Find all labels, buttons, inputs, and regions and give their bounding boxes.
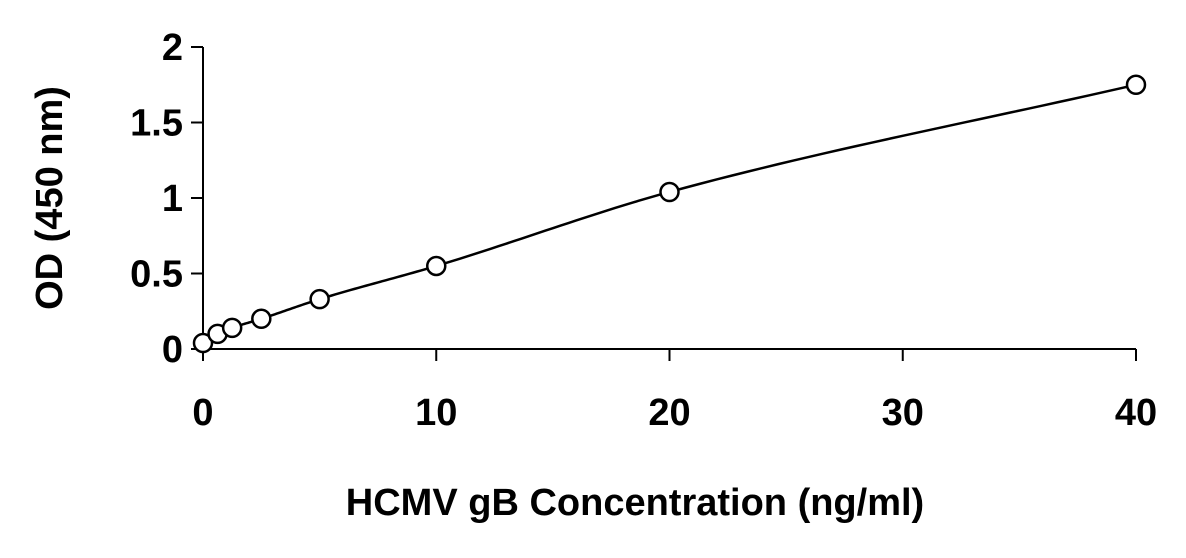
tick-labels: 00.511.520 10 20 30 40 bbox=[130, 27, 1157, 434]
data-point bbox=[426, 255, 447, 277]
data-point bbox=[251, 308, 272, 330]
y-tick-label: 0.5 bbox=[130, 254, 183, 296]
y-tick-label: 0 bbox=[162, 329, 183, 371]
x-tick-label: 20 bbox=[648, 392, 690, 434]
fit-curve bbox=[202, 83, 1137, 345]
data-point bbox=[309, 288, 330, 310]
y-axis-title: OD (450 nm) bbox=[29, 86, 71, 310]
y-tick-label: 2 bbox=[162, 27, 183, 69]
data-point bbox=[221, 317, 243, 339]
data-points bbox=[192, 74, 1147, 354]
fit-curve-group bbox=[202, 83, 1137, 345]
x-tick-label: 40 bbox=[1115, 392, 1157, 434]
data-point bbox=[1125, 74, 1147, 95]
data-point bbox=[192, 332, 214, 354]
x-tick-label: 30 bbox=[882, 392, 924, 434]
y-tick-label: 1.5 bbox=[130, 103, 183, 145]
data-point bbox=[659, 181, 680, 203]
x-axis-title: HCMV gB Concentration (ng/ml) bbox=[346, 482, 924, 524]
x-tick-label: 0 bbox=[192, 392, 213, 434]
axes bbox=[191, 46, 1137, 361]
x-tick-label: 10 bbox=[415, 392, 457, 434]
y-tick-label: 1 bbox=[162, 178, 183, 220]
